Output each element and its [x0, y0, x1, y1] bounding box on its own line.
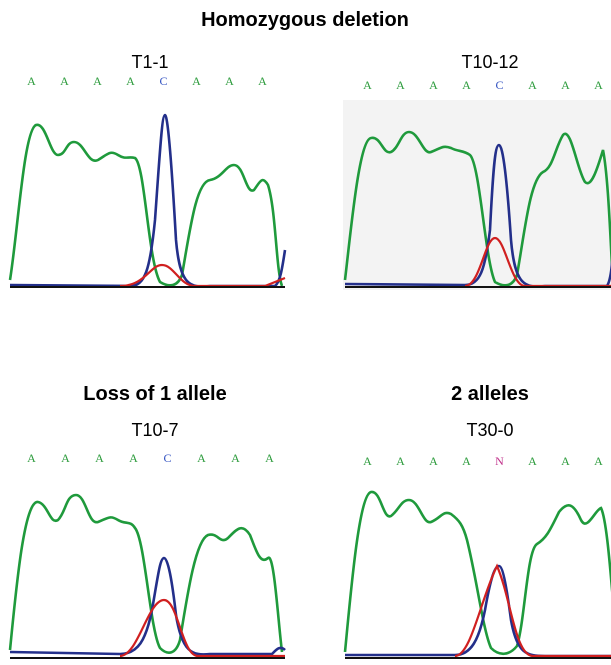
- base-call: A: [192, 74, 202, 88]
- base-call: A: [126, 74, 136, 88]
- base-call: A: [528, 454, 538, 468]
- panel-background: [343, 100, 611, 290]
- base-call: A: [197, 451, 207, 465]
- base-call: A: [93, 74, 103, 88]
- base-call: A: [363, 454, 373, 468]
- base-call: A: [396, 78, 406, 92]
- base-call: A: [594, 454, 604, 468]
- base-call: A: [95, 451, 105, 465]
- base-call: A: [396, 454, 406, 468]
- sample-label: T1-1: [131, 52, 168, 72]
- base-call: A: [429, 454, 439, 468]
- group-title: Homozygous deletion: [201, 9, 409, 31]
- chromatogram: [345, 492, 611, 658]
- base-call: A: [594, 78, 604, 92]
- base-call: A: [429, 78, 439, 92]
- base-call: A: [225, 74, 235, 88]
- base-call: A: [561, 454, 571, 468]
- base-call: A: [462, 454, 472, 468]
- base-call: C: [159, 74, 168, 88]
- base-call: A: [462, 78, 472, 92]
- base-call: A: [60, 74, 70, 88]
- base-call: C: [495, 78, 504, 92]
- base-call: A: [27, 74, 37, 88]
- base-call: A: [561, 78, 571, 92]
- group-title: 2 alleles: [451, 383, 529, 405]
- base-call: A: [363, 78, 373, 92]
- base-call: A: [265, 451, 275, 465]
- sample-label: T30-0: [466, 420, 513, 440]
- figure: Homozygous deletion Loss of 1 allele 2 a…: [0, 0, 611, 665]
- base-call: N: [495, 454, 505, 468]
- sample-label: T10-12: [461, 52, 518, 72]
- base-call: C: [163, 451, 172, 465]
- base-call: A: [528, 78, 538, 92]
- base-call: A: [231, 451, 241, 465]
- base-call: A: [129, 451, 139, 465]
- base-call: A: [61, 451, 71, 465]
- base-call: A: [27, 451, 37, 465]
- chromatogram: [10, 115, 285, 287]
- sample-label: T10-7: [131, 420, 178, 440]
- group-title: Loss of 1 allele: [83, 383, 226, 405]
- base-call: A: [258, 74, 268, 88]
- chromatogram: [10, 495, 285, 658]
